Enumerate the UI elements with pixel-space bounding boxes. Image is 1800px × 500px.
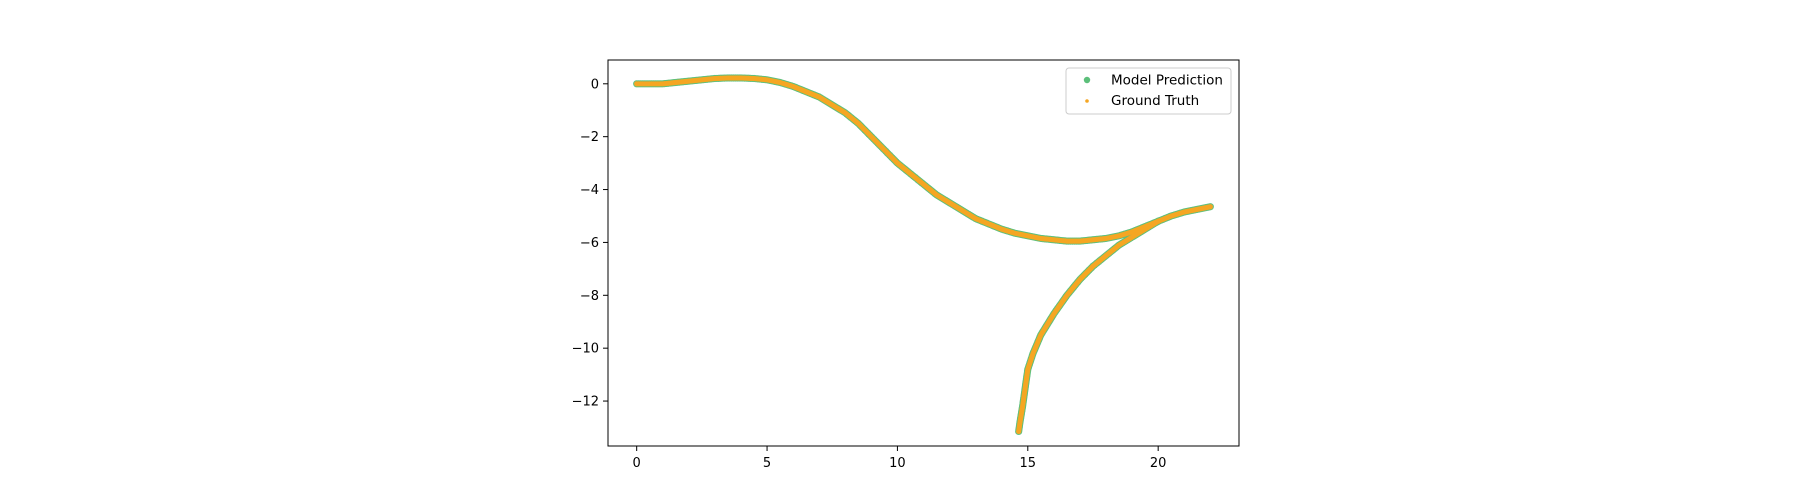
x-tick-label: 20 (1150, 456, 1167, 471)
legend-marker-ground-truth (1085, 99, 1089, 103)
y-tick-label: −2 (580, 130, 599, 145)
plot-area (608, 60, 1239, 446)
plot-frame (607, 59, 1240, 447)
data-point (1016, 428, 1022, 435)
y-tick-label: −6 (580, 236, 599, 251)
legend-label-model-prediction: Model Prediction (1111, 73, 1223, 89)
legend-marker-model-prediction (1083, 76, 1091, 84)
x-tick-label: 0 (633, 456, 641, 471)
data-marks (633, 74, 1214, 436)
y-tick-label: 0 (591, 77, 599, 92)
series-ground-truth (634, 75, 1213, 435)
y-tick-label: −8 (580, 289, 599, 304)
y-tick-label: −4 (580, 183, 599, 198)
x-tick-label: 5 (763, 456, 771, 471)
legend-label-ground-truth: Ground Truth (1111, 93, 1199, 109)
x-axis: 0 5 10 15 20 (633, 446, 1167, 471)
y-tick-label: −12 (572, 395, 599, 410)
legend-box (1065, 67, 1232, 115)
x-tick-label: 15 (1020, 456, 1037, 471)
y-axis: 0 −2 −4 −6 −8 −10 −12 (572, 77, 608, 410)
legend: Model Prediction Ground Truth (1065, 67, 1232, 115)
data-point (1207, 204, 1213, 210)
x-tick-label: 10 (889, 456, 906, 471)
y-tick-label: −10 (572, 342, 599, 357)
